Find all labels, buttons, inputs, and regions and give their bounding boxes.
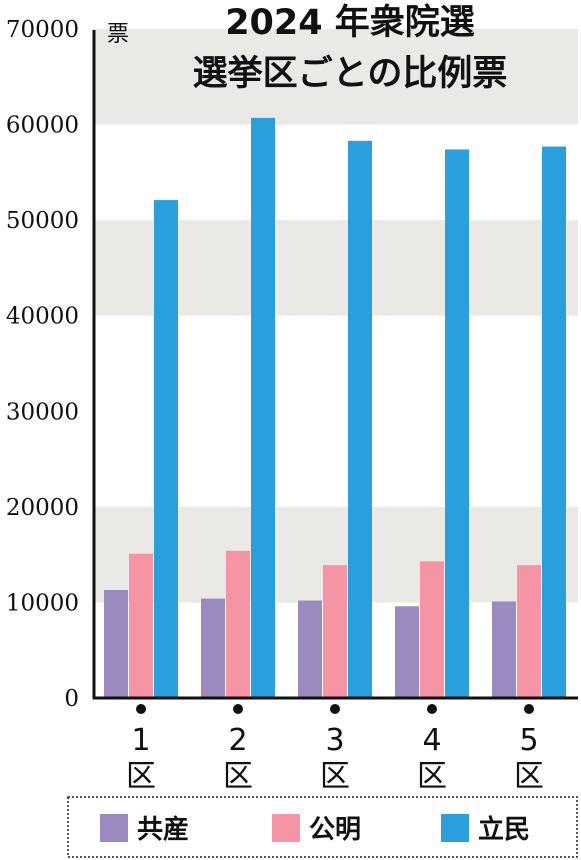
category-suffix-5: 区 xyxy=(514,759,544,794)
legend-swatch-rikken xyxy=(441,814,469,842)
bar-kyosan-district-2 xyxy=(201,598,225,698)
legend-label-kyosan: 共産 xyxy=(137,814,189,845)
category-dot-4 xyxy=(427,704,437,714)
legend-swatch-kyosan xyxy=(100,814,128,842)
category-suffix-1: 区 xyxy=(126,759,156,794)
legend-label-komei: 公明 xyxy=(309,815,361,845)
y-tick-label-20000: 20000 xyxy=(6,495,79,521)
bar-kyosan-district-1 xyxy=(104,590,128,698)
bar-rikken-district-2 xyxy=(251,117,275,699)
y-tick-labels: 0 10000 20000 30000 40000 50000 60000 70000 xyxy=(6,17,79,712)
bar-komei-district-4 xyxy=(420,561,444,698)
bar-rikken-district-5 xyxy=(542,146,566,698)
bar-rikken-district-1 xyxy=(154,200,178,698)
category-suffix-3: 区 xyxy=(320,759,350,794)
background-band-2 xyxy=(94,29,578,125)
bar-komei-district-3 xyxy=(323,565,347,698)
y-tick-label-70000: 70000 xyxy=(6,17,79,43)
bar-rikken-district-3 xyxy=(348,140,372,698)
axes xyxy=(92,30,578,700)
category-number-3: 3 xyxy=(325,723,344,758)
category-number-5: 5 xyxy=(519,723,538,758)
y-tick-label-0: 0 xyxy=(64,686,79,712)
y-tick-label-40000: 40000 xyxy=(6,304,79,330)
bar-komei-district-5 xyxy=(517,565,541,698)
bar-kyosan-district-4 xyxy=(395,606,419,698)
legend-frame xyxy=(67,796,578,858)
bar-kyosan-district-5 xyxy=(492,601,516,698)
legend: 共産 公明 立民 xyxy=(67,796,578,858)
chart-title-line1: 2024 年衆院選 xyxy=(225,3,475,43)
category-dot-3 xyxy=(330,704,340,714)
category-dot-2 xyxy=(233,704,243,714)
bar-kyosan-district-3 xyxy=(298,600,322,698)
legend-label-rikken: 立民 xyxy=(478,814,530,845)
y-tick-label-30000: 30000 xyxy=(6,399,79,425)
category-number-2: 2 xyxy=(228,723,247,758)
category-number-1: 1 xyxy=(131,723,150,758)
bar-komei-district-1 xyxy=(129,553,153,698)
y-tick-label-10000: 10000 xyxy=(6,590,79,616)
y-tick-label-60000: 60000 xyxy=(6,113,79,139)
category-dot-5 xyxy=(524,704,534,714)
y-tick-label-50000: 50000 xyxy=(6,208,79,234)
category-dot-1 xyxy=(136,704,146,714)
chart-title-line2: 選挙区ごとの比例票 xyxy=(193,54,508,94)
category-suffix-2: 区 xyxy=(223,759,253,794)
y-unit-label: 票 xyxy=(107,22,129,47)
bar-rikken-district-4 xyxy=(445,149,469,699)
category-suffix-4: 区 xyxy=(417,759,447,794)
category-number-4: 4 xyxy=(422,723,441,758)
legend-swatch-komei xyxy=(272,814,300,842)
bars xyxy=(104,117,566,699)
bar-komei-district-2 xyxy=(226,550,250,698)
